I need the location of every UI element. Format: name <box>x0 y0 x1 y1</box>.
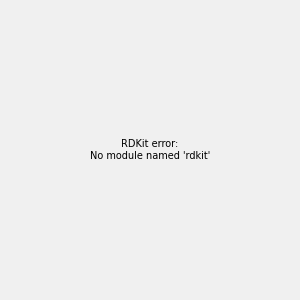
Text: RDKit error:
No module named 'rdkit': RDKit error: No module named 'rdkit' <box>90 139 210 161</box>
